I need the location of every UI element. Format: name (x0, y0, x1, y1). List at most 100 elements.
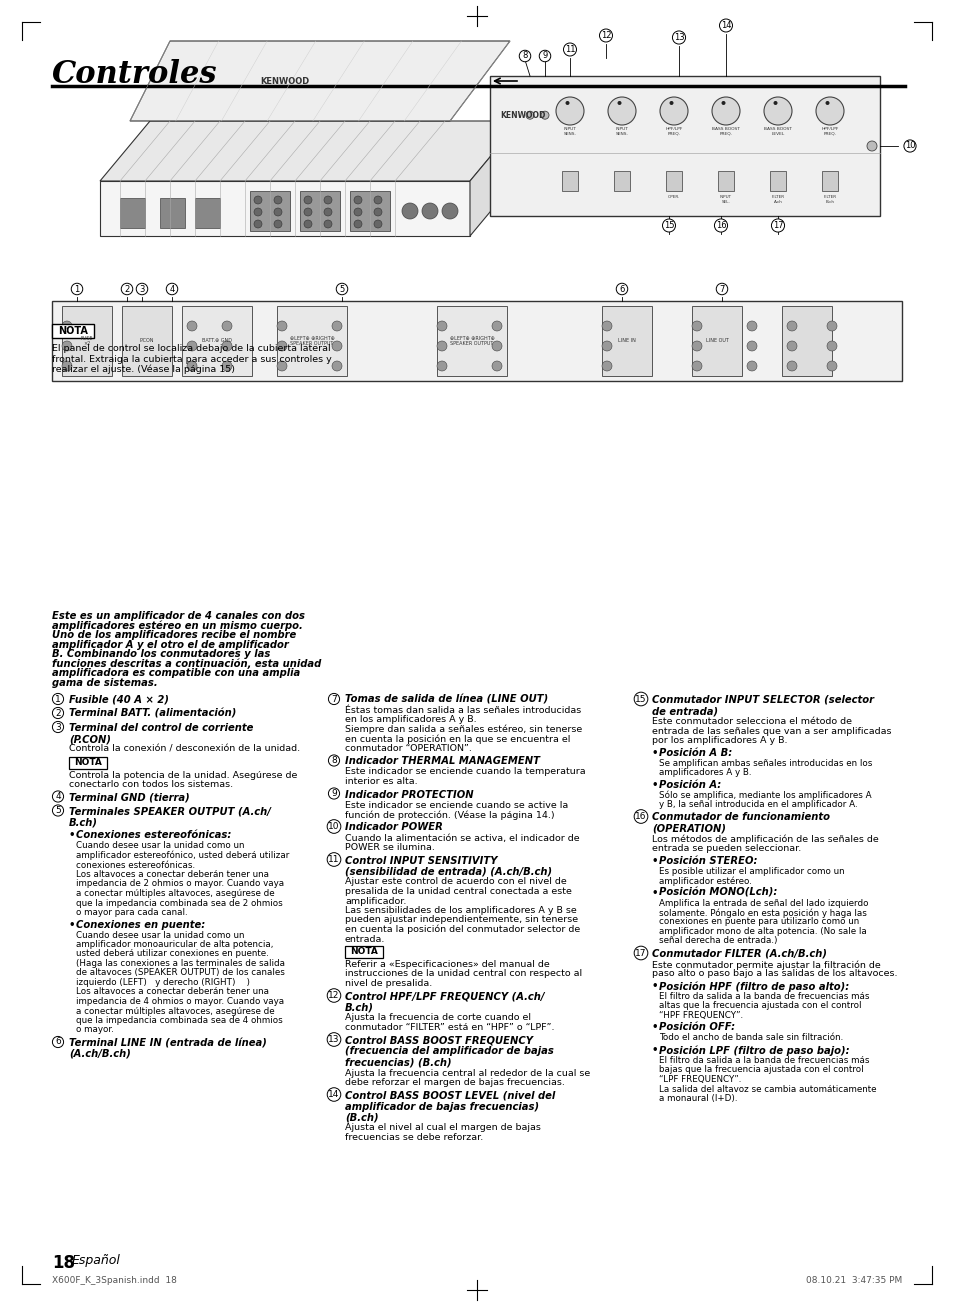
Text: Las sensibilidades de los amplificadores A y B se: Las sensibilidades de los amplificadores… (345, 906, 577, 916)
Text: Este conmutador selecciona el método de: Este conmutador selecciona el método de (651, 717, 851, 726)
Circle shape (253, 196, 262, 204)
Text: KENWOOD: KENWOOD (499, 111, 545, 120)
Text: 18: 18 (52, 1254, 75, 1272)
Circle shape (276, 360, 287, 371)
Text: amplificadores estéreo en un mismo cuerpo.: amplificadores estéreo en un mismo cuerp… (52, 620, 302, 631)
Text: 4: 4 (170, 285, 174, 294)
Text: amplificadora es compatible con una amplia: amplificadora es compatible con una ampl… (52, 667, 300, 678)
Circle shape (746, 360, 757, 371)
Circle shape (304, 219, 312, 229)
Text: 3: 3 (139, 285, 145, 294)
Circle shape (824, 101, 829, 104)
Circle shape (324, 219, 332, 229)
Text: •: • (69, 831, 79, 841)
Text: Los altavoces a conectar deberán tener una: Los altavoces a conectar deberán tener u… (76, 987, 269, 996)
Bar (182, 306, 252, 376)
Circle shape (746, 341, 757, 351)
Text: Este conmutador permite ajustar la filtración de: Este conmutador permite ajustar la filtr… (651, 960, 880, 969)
Text: 16: 16 (715, 221, 725, 230)
Text: (Haga las conexiones a las terminales de salida: (Haga las conexiones a las terminales de… (76, 959, 285, 968)
Text: usted deberá utilizar conexiones en puente.: usted deberá utilizar conexiones en puen… (76, 949, 269, 959)
Circle shape (274, 219, 282, 229)
Text: debe reforzar el margen de bajas frecuencias.: debe reforzar el margen de bajas frecuen… (345, 1077, 564, 1087)
Text: 6: 6 (55, 1037, 61, 1046)
Bar (194, 199, 220, 229)
Text: Terminal GND (tierra): Terminal GND (tierra) (69, 793, 190, 802)
Text: •: • (651, 780, 661, 790)
Bar (52, 324, 94, 338)
Text: Control BASS BOOST LEVEL (nivel del: Control BASS BOOST LEVEL (nivel del (345, 1091, 555, 1101)
Text: 7: 7 (719, 285, 724, 294)
Text: por los amplificadores A y B.: por los amplificadores A y B. (651, 737, 786, 744)
Circle shape (354, 219, 361, 229)
Circle shape (601, 341, 612, 351)
Text: •: • (651, 747, 661, 757)
Text: 5: 5 (55, 806, 61, 815)
Text: amplificador estereofónico, usted deberá utilizar: amplificador estereofónico, usted deberá… (76, 852, 289, 861)
Text: Posición LPF (filtro de paso bajo):: Posición LPF (filtro de paso bajo): (659, 1045, 849, 1055)
Text: 9: 9 (331, 789, 336, 798)
Text: solamente. Póngalo en esta posición y haga las: solamente. Póngalo en esta posición y ha… (659, 908, 866, 918)
Text: 9: 9 (542, 51, 547, 60)
Text: 08.10.21  3:47:35 PM: 08.10.21 3:47:35 PM (805, 1276, 901, 1285)
Text: Es posible utilizar el amplificador como un: Es posible utilizar el amplificador como… (659, 866, 843, 875)
Text: “LPF FREQUENCY”.: “LPF FREQUENCY”. (659, 1075, 740, 1084)
Text: Todo el ancho de banda sale sin filtración.: Todo el ancho de banda sale sin filtraci… (659, 1033, 842, 1042)
Bar (52, 300, 901, 381)
Text: o mayor para cada canal.: o mayor para cada canal. (76, 908, 188, 917)
Text: amplificador A y el otro el de amplificador: amplificador A y el otro el de amplifica… (52, 640, 289, 649)
Circle shape (253, 219, 262, 229)
Text: •: • (651, 981, 661, 991)
Circle shape (525, 111, 534, 119)
Circle shape (332, 360, 341, 371)
Text: Posición MONO(Lch):: Posición MONO(Lch): (659, 888, 777, 897)
Polygon shape (470, 121, 519, 236)
Bar (490, 76, 879, 215)
Text: realizar el ajuste. (Véase la página 15): realizar el ajuste. (Véase la página 15) (52, 364, 234, 375)
Text: que la impedancia combinada sea de 4 ohmios: que la impedancia combinada sea de 4 ohm… (76, 1016, 282, 1025)
Text: 16: 16 (635, 812, 646, 821)
Text: a conectar múltiples altavoces, asegúrese de: a conectar múltiples altavoces, asegúres… (76, 1007, 274, 1016)
Circle shape (601, 321, 612, 330)
Text: Indicador THERMAL MANAGEMENT: Indicador THERMAL MANAGEMENT (345, 756, 539, 767)
Bar (769, 171, 785, 191)
Text: Ajusta la frecuencia central al rededor de la cual se: Ajusta la frecuencia central al rededor … (345, 1068, 590, 1077)
Text: a conectar múltiples altavoces, asegúrese de: a conectar múltiples altavoces, asegúres… (76, 889, 274, 899)
Text: INPUT
SEL.: INPUT SEL. (720, 195, 731, 204)
Text: 11: 11 (328, 855, 339, 865)
Text: Los métodos de amplificación de las señales de: Los métodos de amplificación de las seña… (651, 835, 878, 844)
Text: Control BASS BOOST FREQUENCY: Control BASS BOOST FREQUENCY (345, 1036, 533, 1046)
Text: 13: 13 (328, 1034, 339, 1043)
Text: P.CON: P.CON (139, 338, 154, 343)
Text: 17: 17 (772, 221, 782, 230)
Circle shape (354, 208, 361, 215)
Text: B. Combinando los conmutadores y las: B. Combinando los conmutadores y las (52, 649, 270, 660)
Text: gama de sistemas.: gama de sistemas. (52, 678, 157, 687)
Text: Conmutador de funcionamiento: Conmutador de funcionamiento (651, 812, 829, 823)
Circle shape (187, 341, 196, 351)
Text: NOTA: NOTA (58, 326, 88, 336)
Circle shape (492, 341, 501, 351)
Text: entrada se pueden seleccionar.: entrada se pueden seleccionar. (651, 844, 801, 853)
Bar (276, 306, 347, 376)
Bar (122, 306, 172, 376)
Circle shape (826, 321, 836, 330)
Bar (345, 946, 382, 959)
Bar (718, 171, 733, 191)
Text: 5: 5 (339, 285, 344, 294)
Text: Indicador PROTECTION: Indicador PROTECTION (345, 790, 473, 799)
Text: señal derecha de entrada.): señal derecha de entrada.) (659, 936, 777, 946)
Text: de entrada): de entrada) (651, 707, 718, 716)
Text: Referir a «Especificaciones» del manual de: Referir a «Especificaciones» del manual … (345, 960, 549, 969)
Circle shape (492, 360, 501, 371)
Text: frecuencias) (B.ch): frecuencias) (B.ch) (345, 1058, 451, 1067)
Text: y B, la señal introducida en el amplificador A.: y B, la señal introducida en el amplific… (659, 801, 857, 808)
Circle shape (421, 202, 437, 219)
Text: interior es alta.: interior es alta. (345, 777, 417, 786)
Text: izquierdo (LEFT)   y derecho (RIGHT)    ): izquierdo (LEFT) y derecho (RIGHT) ) (76, 978, 250, 987)
Text: Controles: Controles (52, 59, 217, 90)
Text: 4: 4 (55, 791, 61, 801)
Text: Amplifica la entrada de señal del lado izquierdo: Amplifica la entrada de señal del lado i… (659, 899, 867, 908)
Text: amplificador.: amplificador. (345, 896, 406, 905)
Bar (250, 191, 290, 231)
